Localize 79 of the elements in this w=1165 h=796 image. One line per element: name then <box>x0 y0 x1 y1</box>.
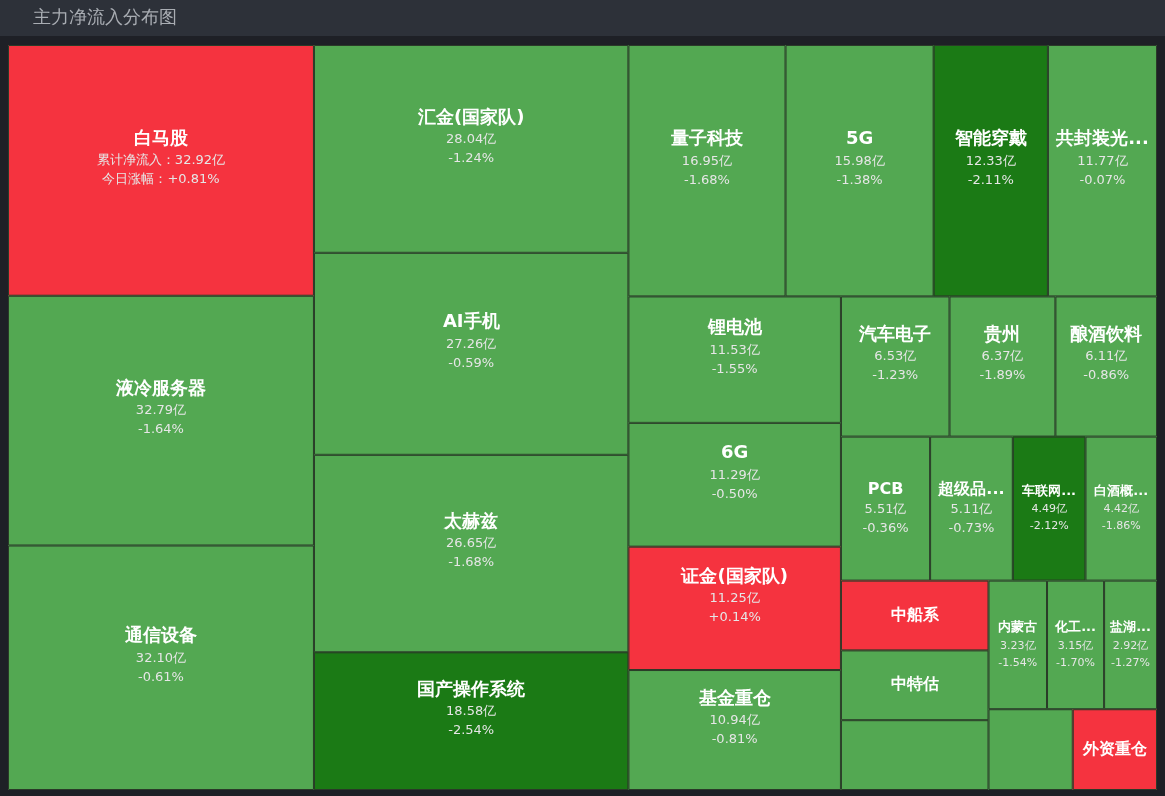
category-label: 智能穿戴 <box>953 127 1027 149</box>
category-label: 液冷服务器 <box>114 377 206 399</box>
text: -1.68% <box>683 171 730 187</box>
text: -1.89% <box>979 367 1026 383</box>
data-label: 15.98亿 <box>834 152 885 168</box>
data-label: 12.33亿 <box>965 152 1016 168</box>
data-label: 10.94亿 <box>709 711 760 727</box>
category-label: 锂电池 <box>706 316 763 338</box>
category-label: 超级品... <box>937 478 1005 498</box>
category-label: 通信设备 <box>123 624 197 646</box>
data-label: 11.53亿 <box>709 341 760 357</box>
data-label: 32.79亿 <box>135 402 187 418</box>
data-label: 11.77亿 <box>1077 152 1128 168</box>
category-label: 白酒概... <box>1094 482 1149 498</box>
text: -1.54% <box>998 655 1038 669</box>
category-label: 汽车电子 <box>858 323 932 345</box>
category-label: AI手机 <box>442 310 500 332</box>
category-label: 汇金(国家队) <box>416 105 525 127</box>
data-label: 6.11亿 <box>1085 348 1128 364</box>
category-label: 6G <box>721 441 749 463</box>
text: -0.73% <box>948 520 995 536</box>
text: -1.68% <box>448 554 495 570</box>
text: -1.24% <box>448 149 495 165</box>
text: -0.61% <box>137 668 184 684</box>
text: -1.38% <box>836 171 883 187</box>
data-label: 6.53亿 <box>874 348 917 364</box>
text: -0.07% <box>1079 171 1126 187</box>
data-label: 5.51亿 <box>864 501 907 517</box>
text: -2.54% <box>448 722 495 738</box>
category-label: 中船系 <box>890 604 940 624</box>
data-label: 6.37亿 <box>981 348 1024 364</box>
text: +0.14% <box>708 609 761 625</box>
data-label: 3.15亿 <box>1057 638 1094 652</box>
text: -1.27% <box>1111 655 1151 669</box>
data-label: 4.42亿 <box>1103 502 1139 516</box>
data-label: 11.25亿 <box>709 590 760 606</box>
text: -0.36% <box>862 520 909 536</box>
category-label: 国产操作系统 <box>417 677 527 699</box>
text: -0.81% <box>711 730 758 746</box>
category-label: 酿酒饮料 <box>1070 323 1143 345</box>
category-label: 证金(国家队) <box>680 565 788 587</box>
data-label: 3.23亿 <box>1000 638 1036 652</box>
category-label: 贵州 <box>983 323 1021 345</box>
category-label: 车联网... <box>1021 482 1077 498</box>
data-label: 26.65亿 <box>446 535 497 551</box>
category-label: 盐湖... <box>1109 619 1151 635</box>
data-label: 28.04亿 <box>446 130 497 146</box>
data-label: 累计净流入：32.92亿 <box>96 152 226 168</box>
category-label: 白马股 <box>133 127 189 149</box>
text: -1.23% <box>872 367 919 383</box>
category-label: 基金重仓 <box>697 686 772 708</box>
data-label: 5.11亿 <box>950 501 993 517</box>
data-label: 2.92亿 <box>1112 638 1149 652</box>
text: -1.86% <box>1101 519 1141 533</box>
category-label: 共封装光... <box>1055 127 1149 149</box>
data-label: 4.49亿 <box>1031 502 1067 516</box>
category-label: 5G <box>845 127 874 149</box>
text: -1.70% <box>1056 655 1096 669</box>
text: -0.50% <box>711 485 758 501</box>
text: -1.64% <box>137 421 184 437</box>
category-label: 内蒙古 <box>998 619 1038 635</box>
data-label: 27.26亿 <box>446 335 497 351</box>
text: -2.11% <box>967 171 1014 187</box>
data-label: 11.29亿 <box>709 466 760 482</box>
category-label: 外资重仓 <box>1081 738 1148 758</box>
category-label: 量子科技 <box>669 127 744 149</box>
category-label: PCB <box>867 478 904 498</box>
text: -2.12% <box>1029 519 1069 533</box>
category-label: 中特估 <box>890 674 939 694</box>
text: -0.86% <box>1083 367 1130 383</box>
text: -1.55% <box>711 360 758 376</box>
category-label: 太赫兹 <box>443 510 499 532</box>
text: -0.59% <box>448 354 495 370</box>
text: 主力净流入分布图 <box>33 5 177 29</box>
text: 今日涨幅：+0.81% <box>102 171 220 187</box>
category-label: 化工... <box>1054 619 1096 635</box>
data-label: 32.10亿 <box>135 649 187 665</box>
data-label: 16.95亿 <box>681 152 733 168</box>
data-label: 18.58亿 <box>446 703 497 719</box>
